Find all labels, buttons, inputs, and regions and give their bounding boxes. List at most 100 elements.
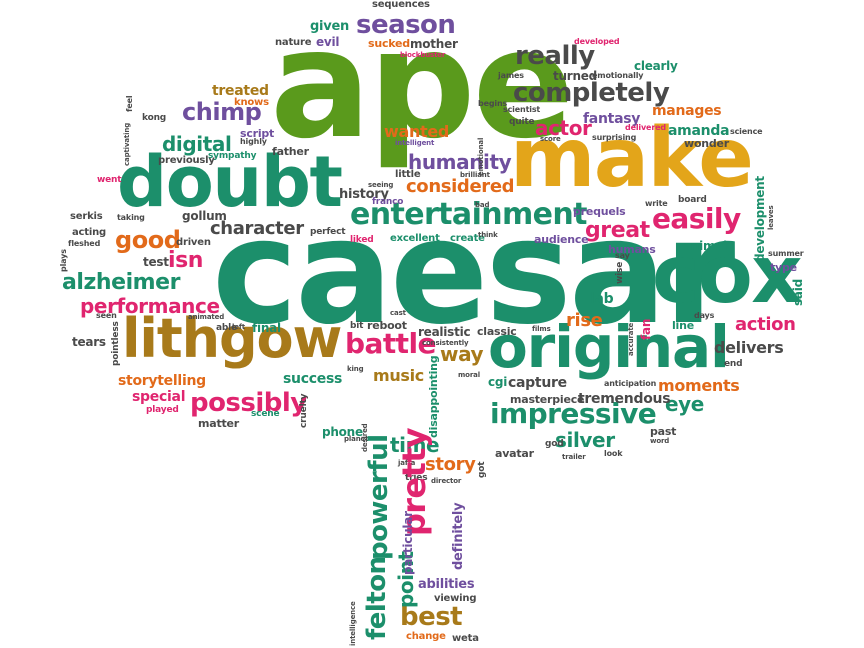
word-considered: considered bbox=[406, 176, 515, 197]
word-lab: lab bbox=[590, 291, 614, 307]
word-fantasy: fantasy bbox=[583, 111, 641, 127]
word-bit: bit bbox=[350, 321, 364, 331]
word-trailer: trailer bbox=[562, 453, 586, 461]
word-plays: plays bbox=[59, 249, 68, 272]
word-development: development bbox=[753, 176, 767, 262]
word-accurate: accurate bbox=[627, 322, 635, 356]
word-felton: felton bbox=[362, 556, 392, 640]
word-driven: driven bbox=[176, 237, 211, 248]
word-score: score bbox=[540, 135, 561, 143]
word-turned: turned bbox=[553, 69, 598, 83]
word-ape: ape bbox=[270, 0, 574, 172]
word-blockbuster: blockbuster bbox=[400, 51, 446, 59]
word-easily: easily bbox=[652, 202, 741, 235]
word-scientist: scientist bbox=[503, 105, 541, 114]
word-write: write bbox=[645, 199, 668, 208]
word-really: really bbox=[515, 41, 595, 71]
word-definitely: definitely bbox=[451, 502, 466, 570]
word-father: father bbox=[272, 145, 309, 158]
word-moral: moral bbox=[458, 371, 480, 379]
word-cruelty: cruelty bbox=[299, 393, 309, 428]
word-particular: particular bbox=[401, 511, 415, 575]
word-way: way bbox=[440, 342, 484, 366]
word-days: days bbox=[694, 311, 715, 320]
word-animated: animated bbox=[188, 313, 225, 321]
word-character: character bbox=[210, 218, 304, 239]
word-intelligent: intelligent bbox=[395, 139, 435, 147]
word-sucked: sucked bbox=[368, 37, 410, 50]
word-good: good bbox=[115, 226, 181, 254]
word-disappointing: disappointing bbox=[427, 355, 440, 438]
word-doubt: doubt bbox=[117, 141, 343, 223]
word-given: given bbox=[310, 19, 350, 34]
word-leaves: leaves bbox=[767, 205, 775, 230]
word-change: change bbox=[406, 631, 446, 642]
word-consistently: consistently bbox=[422, 339, 469, 347]
word-surprising: surprising bbox=[592, 133, 637, 142]
word-actor: actor bbox=[535, 116, 592, 140]
word-story: story bbox=[425, 454, 476, 475]
word-clearly: clearly bbox=[634, 59, 678, 73]
word-feel: feel bbox=[125, 95, 134, 112]
word-delivered: delivered bbox=[625, 123, 666, 132]
word-action: action bbox=[735, 314, 796, 335]
word-performance: performance bbox=[80, 294, 220, 318]
word-chimp: chimp bbox=[182, 98, 262, 126]
word-perfect: perfect bbox=[310, 227, 346, 237]
word-battle: battle bbox=[345, 327, 436, 360]
word-realistic: realistic bbox=[418, 325, 471, 339]
word-mother: mother bbox=[410, 37, 458, 51]
word-history: history bbox=[339, 187, 389, 202]
word-completely: completely bbox=[513, 78, 670, 108]
word-begins: begins bbox=[478, 99, 508, 108]
word-wise: wise bbox=[615, 261, 625, 284]
word-alzheimer: alzheimer bbox=[62, 270, 181, 295]
word-able: able bbox=[216, 323, 237, 333]
word-intelligence: intelligence bbox=[349, 601, 357, 646]
word-seen: seen bbox=[96, 311, 117, 320]
word-wonder: wonder bbox=[684, 137, 729, 150]
word-science: science bbox=[730, 127, 763, 136]
word-little: little bbox=[395, 169, 421, 180]
word-silver: silver bbox=[555, 428, 615, 452]
word-tears: tears bbox=[72, 335, 106, 349]
word-went: went bbox=[97, 175, 122, 185]
word-manages: manages bbox=[652, 103, 722, 119]
word-rise: rise bbox=[566, 310, 603, 331]
word-knows: knows bbox=[234, 97, 269, 108]
word-prequels: prequels bbox=[573, 205, 626, 218]
word-planet: planet bbox=[344, 435, 369, 443]
word-fleshed: fleshed bbox=[68, 239, 101, 248]
word-director: director bbox=[431, 477, 462, 485]
word-highly: highly bbox=[240, 137, 267, 146]
word-line: line bbox=[672, 319, 694, 332]
word-time: time bbox=[390, 433, 440, 457]
word-nature: nature bbox=[275, 37, 312, 48]
word-king: king bbox=[347, 365, 364, 373]
word-liked: liked bbox=[350, 235, 374, 245]
word-word: word bbox=[650, 437, 670, 445]
word-serkis: serkis bbox=[70, 211, 103, 222]
word-music: music bbox=[373, 366, 424, 385]
word-captivating: captivating bbox=[123, 122, 131, 166]
word-digital: digital bbox=[162, 132, 232, 156]
word-humans: humans bbox=[608, 243, 656, 256]
word-pointless: pointless bbox=[111, 321, 121, 366]
word-emotionally: emotionally bbox=[592, 71, 644, 80]
word-emotional: emotional bbox=[477, 137, 485, 176]
word-reboot: reboot bbox=[367, 319, 407, 332]
word-think: think bbox=[478, 231, 498, 239]
word-audience: audience bbox=[534, 233, 589, 246]
word-developed: developed bbox=[574, 37, 620, 46]
word-acting: acting bbox=[72, 227, 106, 238]
word-special: special bbox=[132, 389, 186, 405]
word-fan: fan bbox=[639, 318, 653, 340]
word-films: films bbox=[532, 325, 551, 333]
word-impressive: impressive bbox=[490, 397, 657, 430]
word-cgi: cgi bbox=[488, 375, 508, 389]
word-weta: weta bbox=[452, 633, 479, 644]
word-anticipation: anticipation bbox=[604, 379, 657, 388]
word-viewing: viewing bbox=[434, 593, 477, 604]
word-final: final bbox=[252, 321, 281, 335]
